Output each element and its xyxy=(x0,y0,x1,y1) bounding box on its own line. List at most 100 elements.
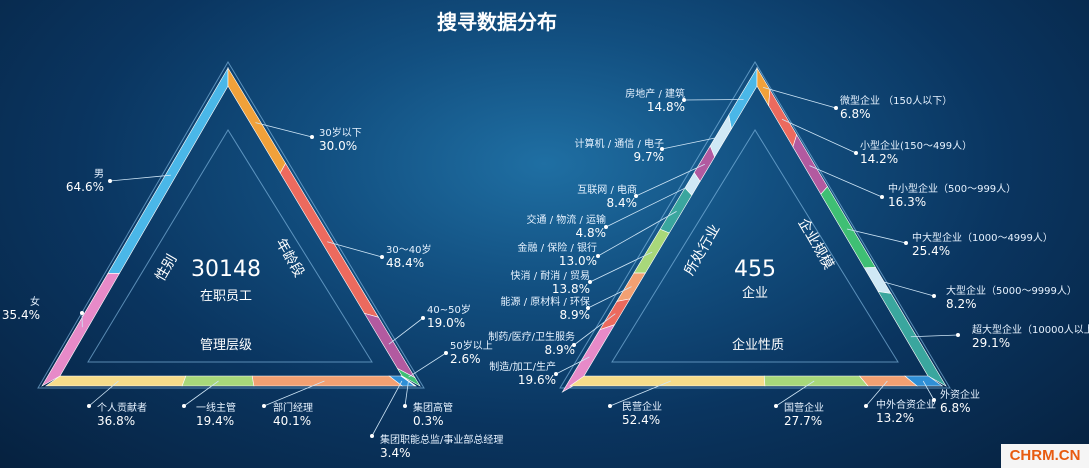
age-30-40-label: 30～40岁 xyxy=(386,243,431,256)
industry-4-label: 金融 / 保险 / 银行 xyxy=(518,241,597,254)
industry-4-dot xyxy=(596,254,600,258)
industry-6-value: 8.9% xyxy=(560,308,591,322)
gender-side-label: 性别 xyxy=(153,252,181,284)
size-segment xyxy=(756,66,771,107)
level-supervisor-label: 一线主管 xyxy=(196,401,236,414)
industry-6-leader-line xyxy=(587,286,632,309)
size-1-label: 小型企业(150～499人） xyxy=(860,139,972,152)
size-2-dot xyxy=(880,195,884,199)
size-5-leader-line xyxy=(910,334,959,338)
industry-0-value: 14.8% xyxy=(647,100,685,114)
age-40-50-dot xyxy=(421,316,425,320)
level-manager-leader-line xyxy=(263,380,325,407)
size-2-leader-line xyxy=(809,165,883,198)
company-count: 455 xyxy=(734,257,776,282)
size-5-value: 29.1% xyxy=(972,336,1010,350)
level-director-label: 集团职能总监/事业部总经理 xyxy=(380,433,503,446)
industry-8-leader-line xyxy=(555,356,590,375)
age-over50-label: 50岁以上 xyxy=(450,339,493,352)
level-director-leader-line xyxy=(371,380,403,437)
level-segment xyxy=(251,375,404,387)
age-30-40-dot xyxy=(380,255,384,259)
age-under30-dot xyxy=(310,135,314,139)
nature-segment xyxy=(763,375,869,387)
level-director-dot xyxy=(370,434,374,438)
size-3-value: 25.4% xyxy=(912,244,950,258)
size-5-label: 超大型企业（10000人以上） xyxy=(972,323,1089,336)
industry-8-label: 制造/加工/生产 xyxy=(489,360,556,373)
size-segment xyxy=(792,134,828,195)
level-executive-dot xyxy=(403,404,407,408)
nature-3-dot xyxy=(932,398,936,402)
industry-7-label: 制药/医疗/卫生服务 xyxy=(488,330,575,343)
employee-triangle: 30148 在职员工 性别 年龄段 管理层级 男64.6% 女35.4% 30岁以下… xyxy=(2,61,503,460)
gender-female-dot xyxy=(80,311,84,315)
age-40-50-label: 40~50岁 xyxy=(427,303,471,316)
level-manager-label: 部门经理 xyxy=(273,401,313,414)
company-unit: 企业 xyxy=(742,285,768,301)
industry-1-leader-line xyxy=(661,136,722,150)
level-manager-dot xyxy=(262,404,266,408)
age-30-40-leader-line xyxy=(327,241,383,258)
nature-2-label: 中外合资企业 xyxy=(876,398,936,411)
size-3-dot xyxy=(904,241,908,245)
level-side-label: 管理层级 xyxy=(200,338,252,353)
nature-2-dot xyxy=(864,404,868,408)
industry-4-value: 13.0% xyxy=(559,254,597,268)
nature-0-value: 52.4% xyxy=(622,413,660,427)
size-4-value: 8.2% xyxy=(946,297,977,311)
size-0-dot xyxy=(834,106,838,110)
nature-1-dot xyxy=(774,404,778,408)
level-executive-label: 集团高管 xyxy=(413,401,453,414)
size-3-leader-line xyxy=(846,228,907,244)
size-4-dot xyxy=(932,294,936,298)
industry-5-value: 13.8% xyxy=(552,282,590,296)
age-over50-leader-line xyxy=(408,352,447,378)
size-2-value: 16.3% xyxy=(888,195,926,209)
industry-8-dot xyxy=(554,372,558,376)
size-segment xyxy=(768,88,798,148)
employee-unit: 在职员工 xyxy=(200,289,252,304)
industry-0-label: 房地产 / 建筑 xyxy=(625,87,685,100)
age-40-50-value: 19.0% xyxy=(427,316,465,330)
size-1-value: 14.2% xyxy=(860,152,898,166)
watermark: CHRM.CN xyxy=(1001,444,1089,468)
size-4-label: 大型企业（5000～9999人） xyxy=(946,284,1077,297)
age-over50-value: 2.6% xyxy=(450,352,481,366)
level-supervisor-value: 19.4% xyxy=(196,414,234,428)
gender-female-value: 35.4% xyxy=(2,308,40,322)
employee-count: 30148 xyxy=(191,257,261,282)
nature-1-label: 国营企业 xyxy=(784,401,824,414)
industry-5-label: 快消 / 耐消 / 贸易 xyxy=(511,269,590,282)
industry-7-dot xyxy=(572,343,576,347)
industry-1-label: 计算机 / 通信 / 电子 xyxy=(575,137,664,150)
size-0-leader-line xyxy=(763,86,837,109)
industry-6-label: 能源 / 原材料 / 环保 xyxy=(501,295,590,308)
left-inner-frame xyxy=(87,129,373,363)
industry-side-label: 所处行业 xyxy=(682,222,724,278)
nature-0-dot xyxy=(608,404,612,408)
age-over50-dot xyxy=(444,351,448,355)
industry-0-leader-line xyxy=(683,99,744,101)
size-0-value: 6.8% xyxy=(840,107,871,121)
level-executive-value: 0.3% xyxy=(413,414,444,428)
age-under30-value: 30.0% xyxy=(319,139,357,153)
level-ic-leader-line xyxy=(88,380,119,407)
industry-6-dot xyxy=(586,306,590,310)
nature-segment xyxy=(904,375,944,387)
size-4-leader-line xyxy=(877,279,935,297)
gender-male-dot xyxy=(108,179,112,183)
nature-0-leader-line xyxy=(609,380,671,407)
nature-0-label: 民营企业 xyxy=(622,400,662,413)
industry-2-label: 互联网 / 电商 xyxy=(577,183,637,196)
industry-3-dot xyxy=(604,225,608,229)
size-3-label: 中大型企业（1000～4999人） xyxy=(912,231,1053,244)
size-side-label: 企业规模 xyxy=(795,215,838,272)
gender-male-value: 64.6% xyxy=(66,180,104,194)
size-1-leader-line xyxy=(781,118,857,154)
nature-1-leader-line xyxy=(775,380,815,407)
nature-2-leader-line xyxy=(865,380,888,407)
gender-male-label: 男 xyxy=(94,168,104,180)
nature-1-value: 27.7% xyxy=(784,414,822,428)
